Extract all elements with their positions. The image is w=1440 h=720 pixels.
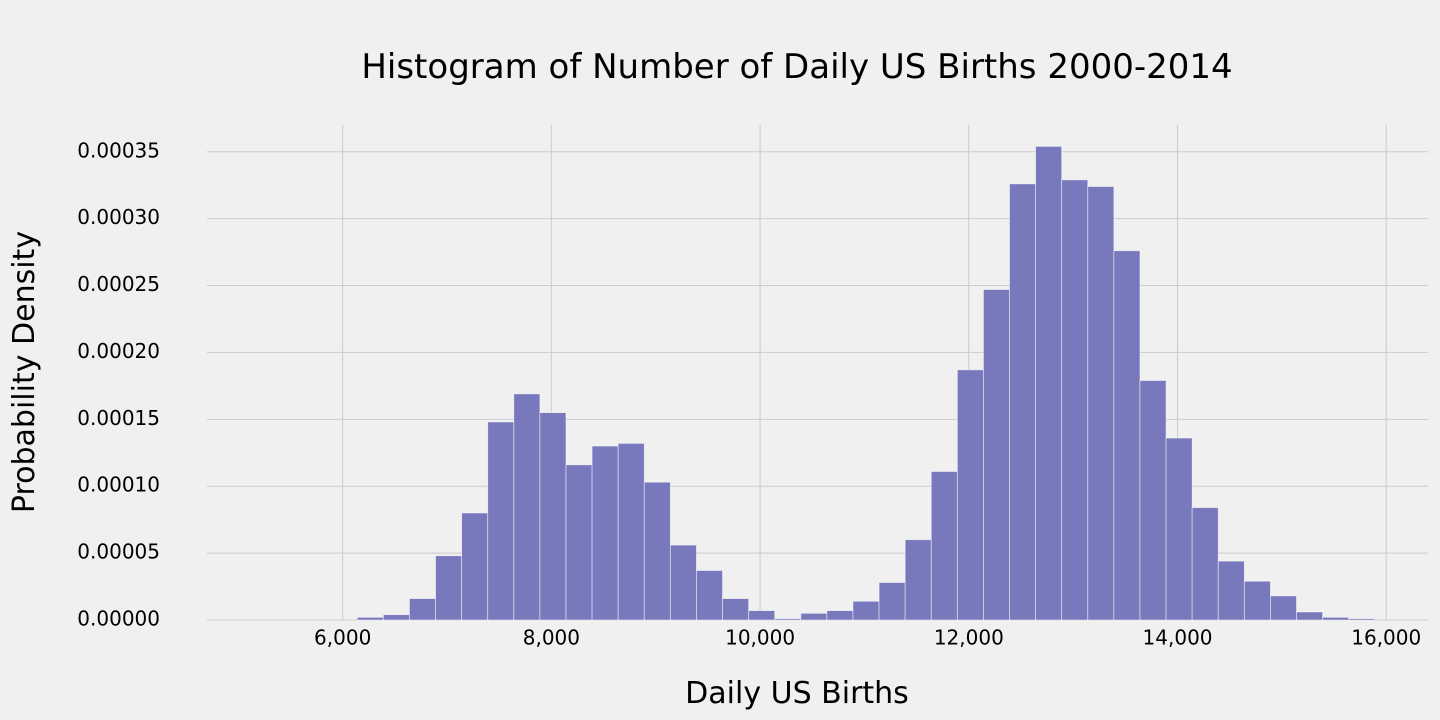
x-tick-label: 14,000 [1143,626,1213,650]
histogram-bar [1270,595,1297,621]
histogram-bar [1191,507,1219,621]
chart-title: Histogram of Number of Daily US Births 2… [361,47,1232,87]
histogram-bars [356,146,1376,621]
histogram-bar [643,481,671,621]
x-tick-label: 6,000 [314,626,371,650]
histogram-bar [722,598,750,621]
histogram-bar [1061,179,1089,621]
y-tick-label: 0.00030 [77,205,160,229]
histogram-bar [1243,580,1271,621]
histogram-bar [878,582,906,621]
y-axis-label: Probability Density [7,231,42,513]
x-tick-label: 10,000 [725,626,795,650]
histogram-bar [539,412,567,621]
y-tick-label: 0.00015 [77,406,160,430]
y-tick-label: 0.00020 [77,339,160,363]
histogram-bar [826,610,854,621]
histogram-bar [461,512,489,621]
histogram-bar [435,555,463,621]
histogram-bar [382,614,410,621]
histogram-bar [1035,146,1063,621]
histogram-bar [748,610,776,621]
histogram-bar [1165,437,1193,621]
histogram-bar [852,600,880,621]
histogram-bar [409,598,436,621]
x-gridlines [342,125,1387,620]
histogram-bar [1296,611,1323,621]
y-tick-label: 0.00035 [77,138,160,162]
histogram-bar [1322,616,1350,621]
histogram-bar [591,445,619,621]
histogram-bar [487,421,515,621]
histogram-bar [1009,183,1037,621]
histogram-bar [956,369,984,621]
histogram-bar [1087,186,1115,621]
histogram-bar [696,570,723,621]
histogram-bar [669,544,697,621]
histogram-bar [1217,560,1245,621]
histogram-bar [356,616,384,621]
histogram-bar [565,464,593,621]
histogram-bar [800,612,828,621]
histogram-bar [930,471,958,621]
x-tick-label: 16,000 [1351,626,1421,650]
histogram-bar [513,393,541,621]
histogram-bar [774,618,802,621]
y-tick-label: 0.00000 [77,607,160,631]
y-tick-label: 0.00025 [77,272,160,296]
histogram-bar [1139,380,1167,621]
histogram-bar [904,539,932,621]
x-tick-label: 8,000 [523,626,580,650]
y-tick-labels: 0.00000 0.00005 0.00010 0.00015 0.00020 0.000… [77,138,160,630]
y-gridlines [207,151,1428,621]
histogram-bar [1348,618,1376,621]
histogram-bar [1113,250,1141,621]
x-axis-label: Daily US Births [685,676,909,711]
x-tick-labels: 6,000 8,000 10,000 12,000 14,000 16,000 [314,626,1421,650]
y-tick-label: 0.00005 [77,540,160,564]
x-tick-label: 12,000 [934,626,1004,650]
histogram-bar [983,289,1010,621]
y-tick-label: 0.00010 [77,473,160,497]
histogram-bar [617,443,645,621]
